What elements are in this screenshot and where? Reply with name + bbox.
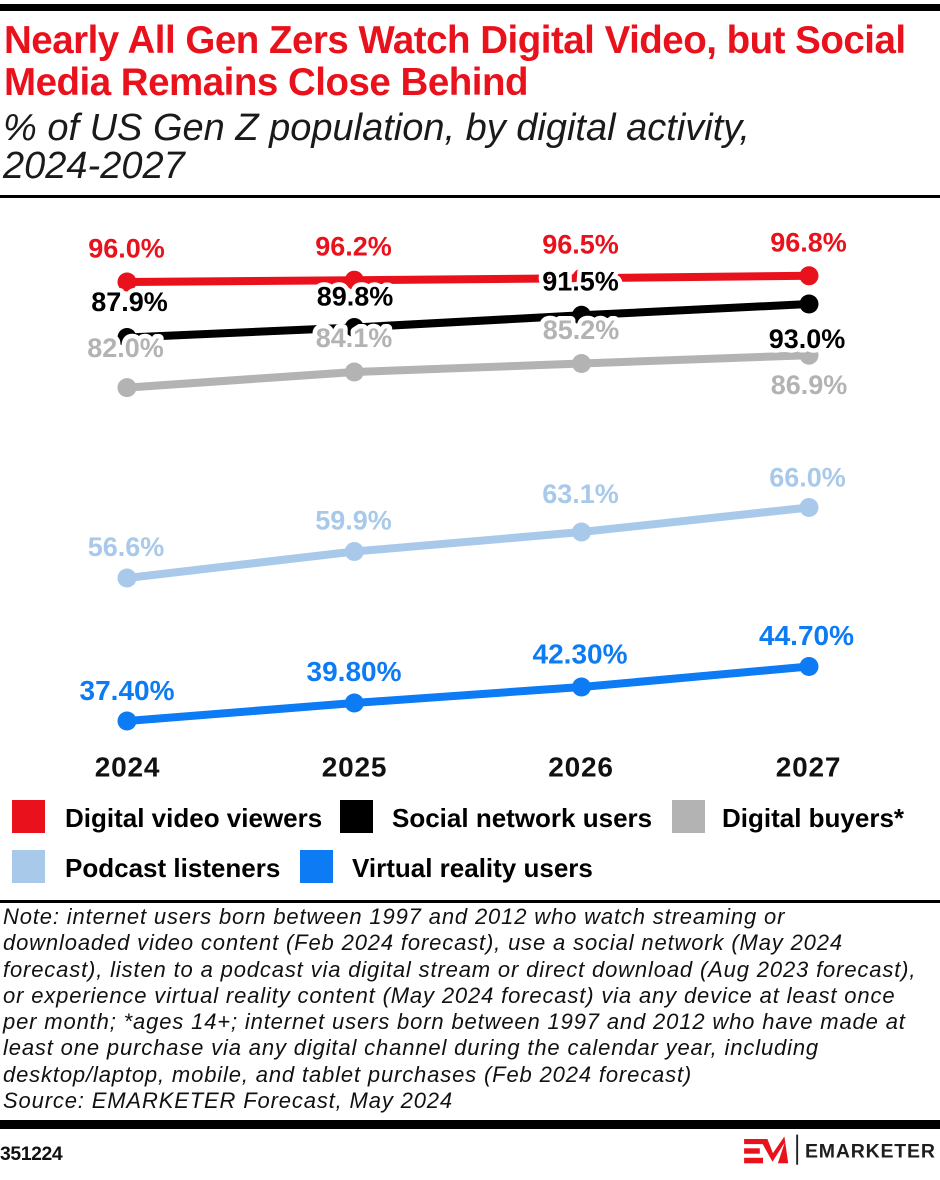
svg-text:82.0%: 82.0% [87,333,164,363]
svg-text:39.80%: 39.80% [307,656,402,687]
svg-text:91.5%: 91.5% [542,267,619,297]
svg-text:66.0%: 66.0% [769,463,846,493]
svg-text:EMARKETER: EMARKETER [805,1141,936,1163]
svg-text:59.9%: 59.9% [315,506,392,536]
svg-text:96.5%: 96.5% [542,230,619,260]
svg-text:93.0%: 93.0% [769,324,846,354]
svg-text:56.6%: 56.6% [88,532,165,562]
svg-text:89.8%: 89.8% [317,282,394,312]
svg-text:84.1%: 84.1% [316,323,393,353]
svg-text:2027: 2027 [776,751,842,782]
svg-text:86.9%: 86.9% [771,370,848,400]
svg-text:63.1%: 63.1% [542,479,619,509]
svg-text:96.8%: 96.8% [770,227,847,257]
svg-text:96.0%: 96.0% [88,233,165,263]
svg-text:2025: 2025 [322,751,388,782]
svg-text:42.30%: 42.30% [533,639,628,670]
svg-text:85.2%: 85.2% [543,315,620,345]
svg-text:2026: 2026 [548,751,614,782]
svg-text:44.70%: 44.70% [759,620,854,651]
svg-text:87.9%: 87.9% [91,287,168,317]
svg-text:2024: 2024 [95,751,161,782]
svg-text:96.2%: 96.2% [315,232,392,262]
svg-text:37.40%: 37.40% [80,675,175,706]
